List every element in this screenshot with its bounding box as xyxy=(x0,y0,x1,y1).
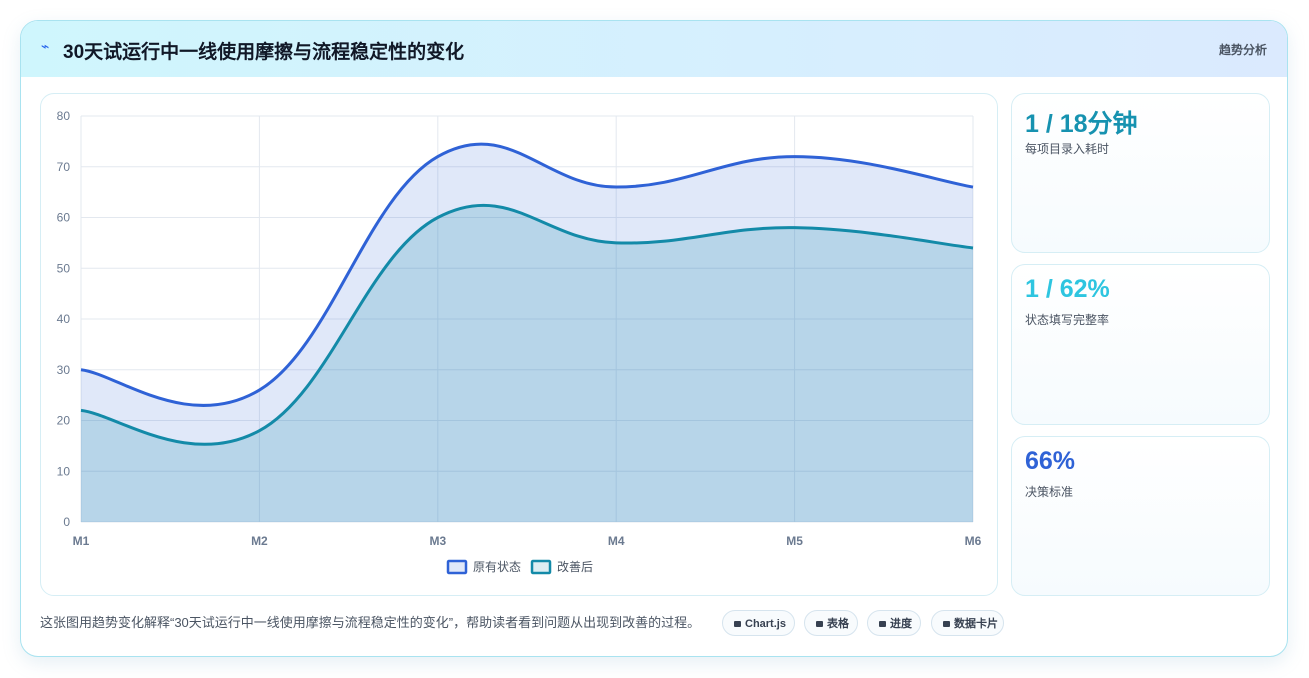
y-tick-label: 60 xyxy=(57,211,71,225)
stat-label: 决策标准 xyxy=(1025,485,1074,499)
y-tick-label: 20 xyxy=(57,414,71,428)
x-tick-label: M6 xyxy=(965,534,982,548)
chart-panel: 0 10 20 30 40 50 60 70 80 M1 M2 M3 M4 M5 M6 原有状态 改善后 xyxy=(40,93,998,596)
y-tick-label: 10 xyxy=(57,464,71,478)
stat-label: 状态填写完整率 xyxy=(1025,313,1110,327)
stat-card: 1 / 62% 状态填写完整率 xyxy=(1011,264,1270,425)
y-tick-label: 70 xyxy=(57,160,71,174)
stat-value: 1 / 18分钟 xyxy=(1025,110,1138,138)
y-tick-label: 30 xyxy=(57,363,71,377)
header-tag: 趋势分析 xyxy=(1218,43,1267,57)
stat-value: 1 / 62% xyxy=(1025,275,1110,303)
header-icon: ⌁ xyxy=(41,38,50,54)
stat-card: 1 / 18分钟 每项目录入耗时 xyxy=(1011,93,1270,253)
legend-label: 改善后 xyxy=(557,559,593,574)
legend-swatch xyxy=(530,559,552,575)
x-tick-label: M2 xyxy=(251,534,268,548)
stat-label: 每项目录入耗时 xyxy=(1025,142,1110,156)
line xyxy=(80,203,974,446)
line xyxy=(80,142,974,407)
x-tick-label: M3 xyxy=(429,534,446,548)
stat-value: 66% xyxy=(1025,447,1076,475)
chip[interactable]: 数据卡片 xyxy=(931,610,1004,636)
y-tick-label: 50 xyxy=(57,261,71,275)
chart: 0 10 20 30 40 50 60 70 80 M1 M2 M3 M4 M5 M6 原有状态 改善后 xyxy=(57,109,982,575)
chip[interactable]: 进度 xyxy=(867,610,921,636)
x-tick-label: M1 xyxy=(73,534,90,548)
area-fill xyxy=(81,205,973,522)
y-tick-label: 0 xyxy=(63,515,70,529)
chip[interactable]: Chart.js xyxy=(722,610,795,636)
x-tick-label: M5 xyxy=(786,534,803,548)
stat-card: 66% 决策标准 xyxy=(1011,436,1270,596)
chip[interactable]: 表格 xyxy=(804,610,858,636)
footer-text: 这张图用趋势变化解释“30天试运行中一线使用摩擦与流程稳定性的变化”，帮助读者看… xyxy=(40,615,701,630)
y-tick-label: 40 xyxy=(57,312,71,326)
y-tick-label: 80 xyxy=(57,109,71,123)
x-tick-label: M4 xyxy=(608,534,625,548)
dashboard-card: ⌁ 30天试运行中一线使用摩擦与流程稳定性的变化 趋势分析 0 10 20 30 40 5… xyxy=(20,20,1288,657)
card-title: 30天试运行中一线使用摩擦与流程稳定性的变化 xyxy=(63,42,465,63)
legend-swatch xyxy=(446,559,468,575)
area-fill xyxy=(81,144,973,522)
legend-label: 原有状态 xyxy=(473,560,521,574)
card-header: ⌁ 30天试运行中一线使用摩擦与流程稳定性的变化 趋势分析 xyxy=(21,21,1287,77)
